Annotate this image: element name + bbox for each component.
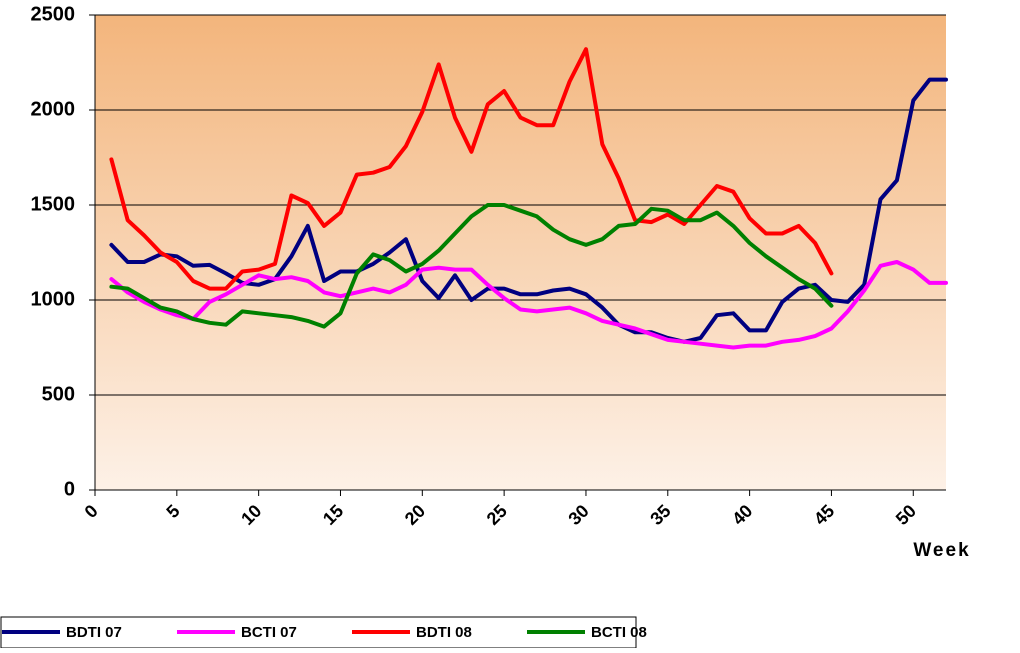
x-tick-label: 40 [728, 501, 756, 529]
series-line [109, 203, 834, 329]
series-line [109, 260, 948, 350]
y-tick-label: 500 [42, 383, 75, 405]
x-tick-label: 45 [810, 501, 838, 529]
plot-background [95, 15, 946, 490]
x-tick-label: 25 [483, 501, 511, 529]
series-line [109, 77, 948, 344]
y-tick-label: 2500 [31, 3, 76, 25]
x-tick-label: 15 [319, 501, 347, 529]
legend-label: BCTI 08 [591, 624, 647, 641]
y-tick-label: 2000 [31, 98, 76, 120]
x-tick-label: 5 [162, 501, 183, 522]
x-axis-label: Week [913, 540, 970, 561]
legend-label: BDTI 07 [66, 624, 122, 641]
legend-label: BCTI 07 [241, 624, 297, 641]
y-tick-label: 1500 [31, 193, 76, 215]
x-tick-label: 30 [564, 501, 592, 529]
legend-label: BDTI 08 [416, 624, 472, 641]
x-tick-label: 50 [892, 501, 920, 529]
x-tick-label: 20 [401, 501, 429, 529]
y-tick-label: 1000 [31, 288, 76, 310]
x-tick-label: 10 [237, 501, 265, 529]
x-tick-label: 0 [81, 501, 102, 522]
x-tick-label: 35 [646, 501, 674, 529]
y-tick-label: 0 [64, 478, 75, 500]
series-line [109, 47, 834, 291]
